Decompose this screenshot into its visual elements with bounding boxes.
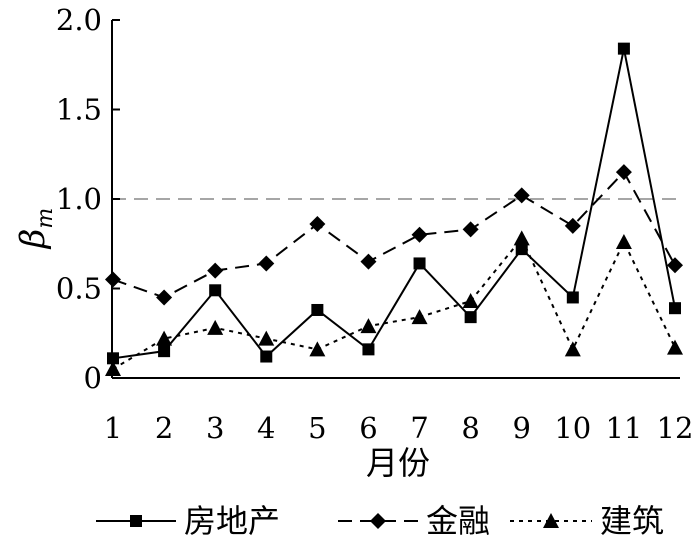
y-tick-label: 0.5 xyxy=(56,272,102,306)
data-point xyxy=(515,243,528,256)
series-line-2 xyxy=(112,170,676,299)
legend-marker-2 xyxy=(370,513,386,529)
axes: 00.51.01.52.01 2 3 4 5 6 7 8 9 10 11 12 xyxy=(56,3,694,445)
series-line-1 xyxy=(112,48,676,360)
x-tick-label: 7 xyxy=(410,411,428,445)
data-point xyxy=(209,284,222,297)
data-point xyxy=(462,293,479,309)
x-tick-label: 8 xyxy=(461,411,479,445)
data-point xyxy=(667,257,683,274)
y-tick-label: 1.0 xyxy=(56,182,102,216)
x-tick-label: 11 xyxy=(605,411,642,445)
data-point xyxy=(309,216,326,233)
data-point xyxy=(360,318,377,334)
data-point xyxy=(360,253,377,270)
legend-label-3: 建筑 xyxy=(600,502,664,540)
data-point xyxy=(413,257,426,270)
data-point xyxy=(411,226,428,243)
series-line-3 xyxy=(112,236,676,370)
legend-label-1: 房地产 xyxy=(184,502,280,540)
y-tick-label: 1.5 xyxy=(56,93,102,127)
data-point xyxy=(207,319,224,335)
x-tick-label: 12 xyxy=(657,411,694,445)
data-point xyxy=(462,221,479,238)
y-axis-label: βm xyxy=(13,208,58,251)
x-tick-label: 3 xyxy=(206,411,224,445)
data-point xyxy=(260,350,273,363)
legend-label-2: 金融 xyxy=(426,502,490,540)
x-axis-label: 月份 xyxy=(366,444,430,482)
data-point xyxy=(258,255,275,272)
data-point xyxy=(258,330,275,346)
data-point xyxy=(667,339,683,355)
data-point xyxy=(564,217,581,234)
legend: 房地产 金融 建筑 xyxy=(96,502,664,540)
x-tick-label: 2 xyxy=(155,411,173,445)
plot-area xyxy=(105,42,683,377)
data-point xyxy=(411,309,428,325)
x-tick-label: 1 xyxy=(104,411,122,445)
data-point xyxy=(513,187,530,204)
data-point xyxy=(669,302,681,315)
y-tick-label: 0 xyxy=(84,361,102,395)
x-tick-label: 6 xyxy=(359,411,377,445)
legend-marker-1 xyxy=(130,515,142,527)
data-point xyxy=(464,311,477,324)
data-point xyxy=(615,233,632,249)
data-point xyxy=(311,303,324,316)
legend-marker-3 xyxy=(543,513,559,528)
x-tick-label: 9 xyxy=(513,411,531,445)
y-tick-label: 2.0 xyxy=(56,3,102,37)
data-point xyxy=(362,343,375,356)
data-point xyxy=(309,341,326,357)
data-point xyxy=(156,289,173,306)
data-point xyxy=(617,42,630,55)
data-point xyxy=(564,341,581,357)
data-point xyxy=(156,330,173,346)
x-tick-label: 10 xyxy=(554,411,591,445)
x-tick-label: 4 xyxy=(257,411,275,445)
data-point xyxy=(158,345,171,358)
x-tick-label: 5 xyxy=(308,411,326,445)
data-point xyxy=(207,262,224,279)
data-point xyxy=(615,164,632,181)
data-point xyxy=(566,291,579,304)
data-point xyxy=(513,230,530,246)
